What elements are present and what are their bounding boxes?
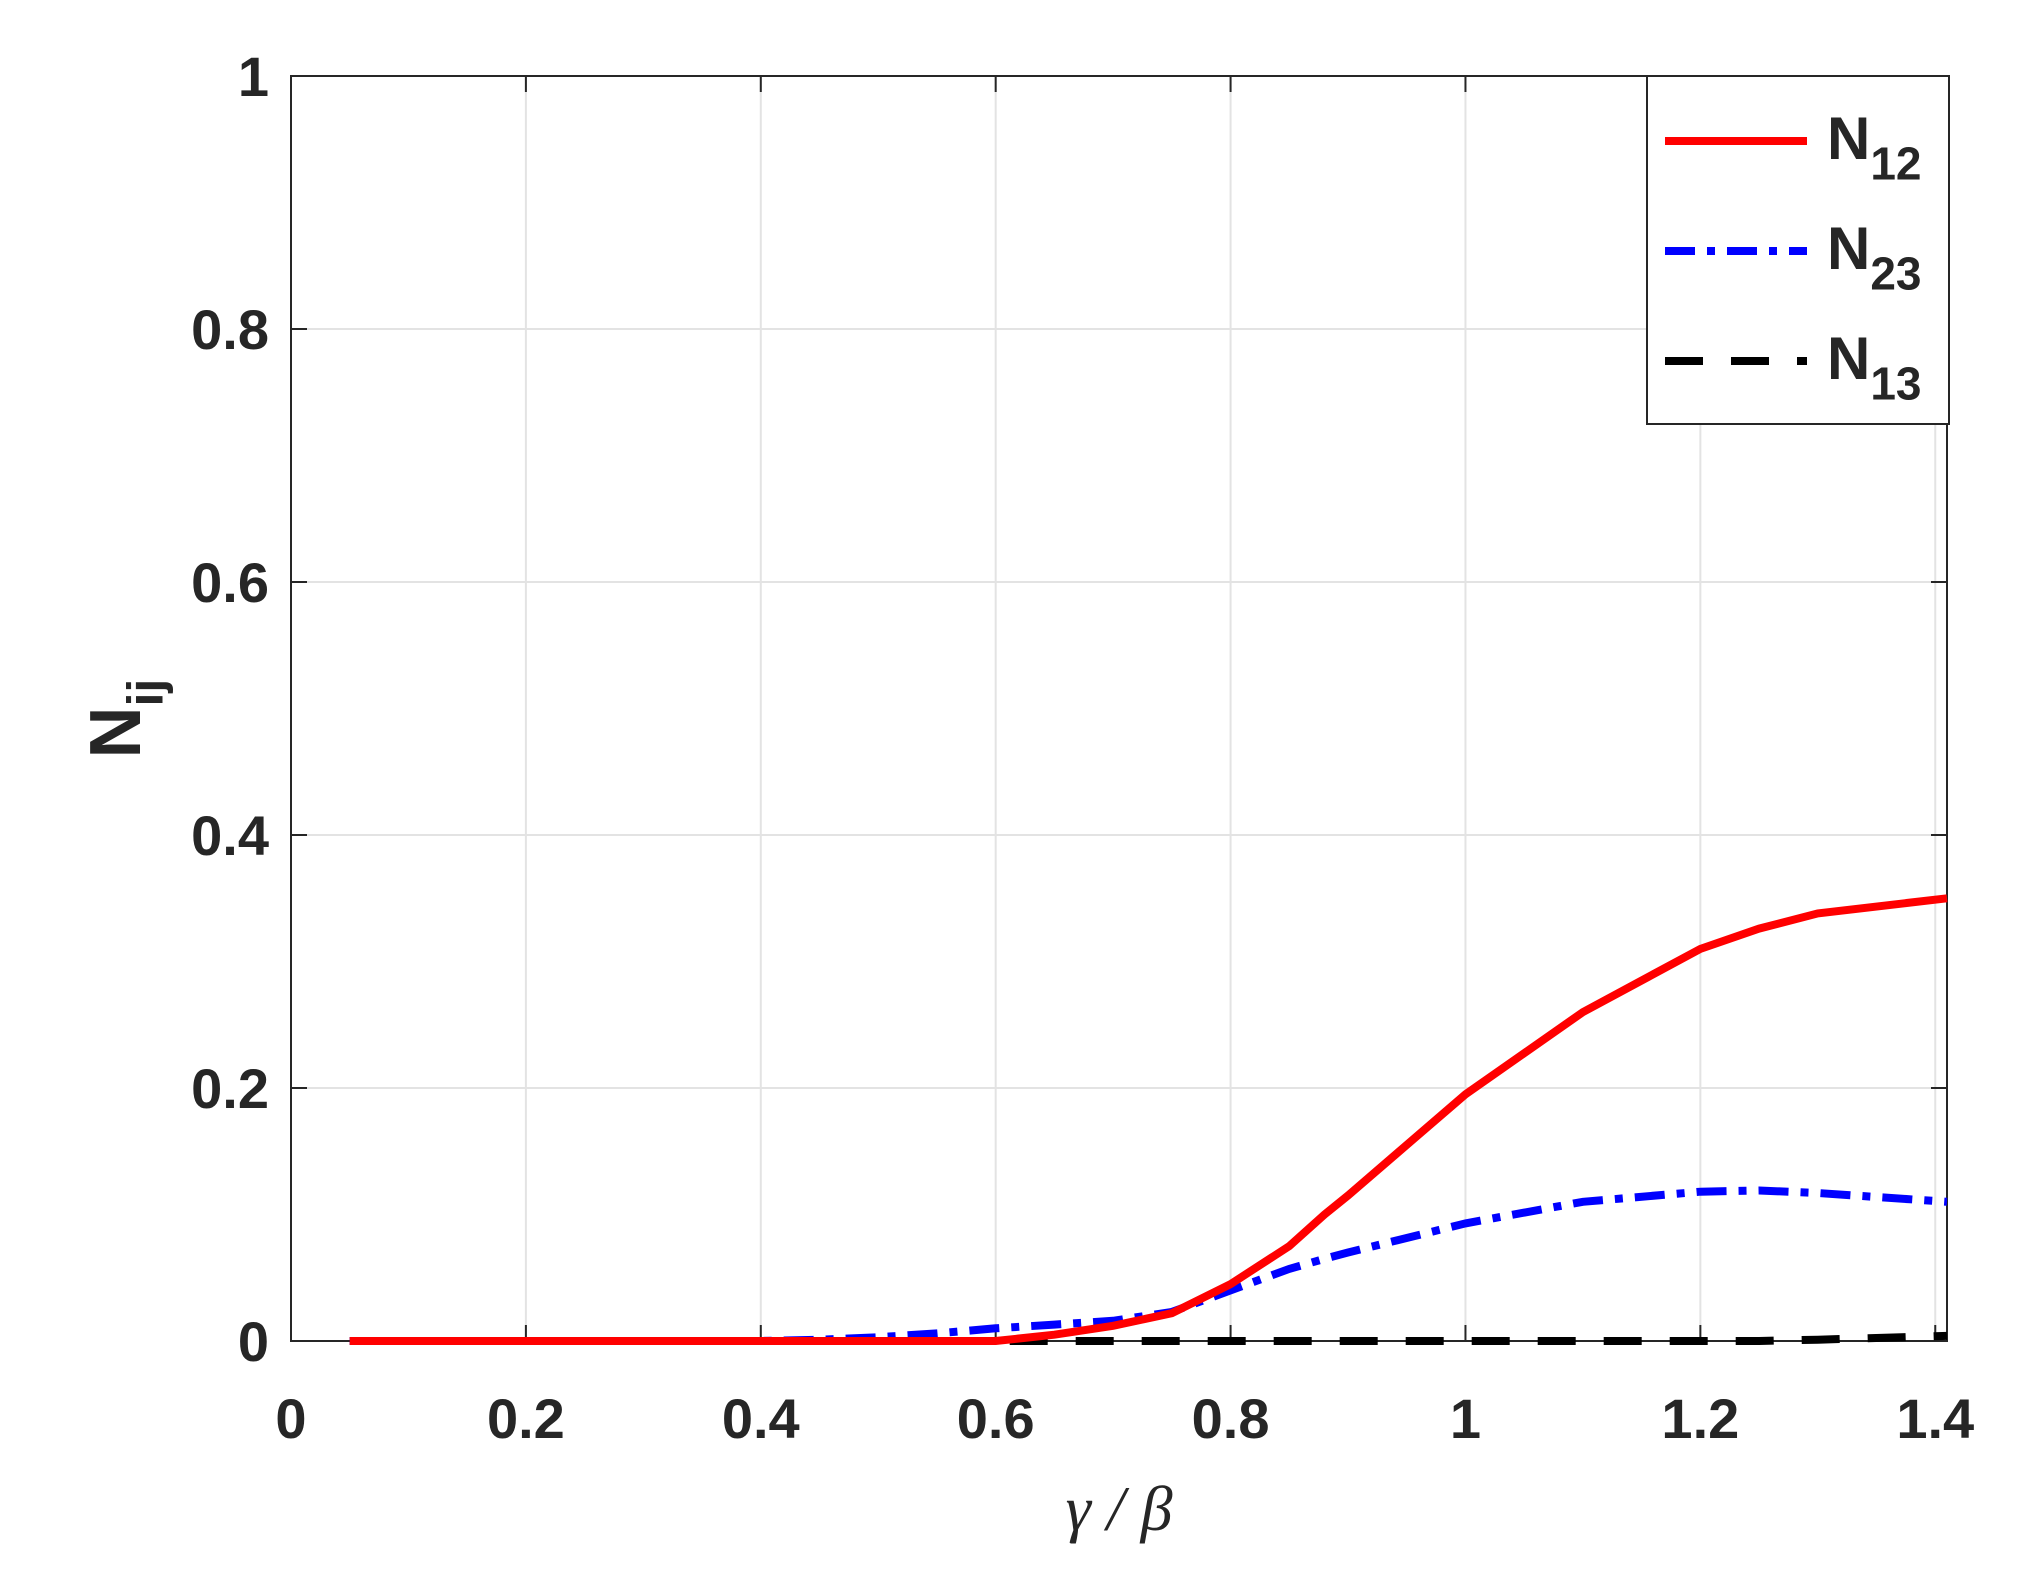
y-tick-label: 0 xyxy=(238,1310,269,1373)
data-line xyxy=(349,894,1948,1345)
x-tick-label: 1.2 xyxy=(1661,1387,1739,1450)
x-tick-label: 0.2 xyxy=(487,1387,565,1450)
x-axis-label: γ / β xyxy=(1066,1473,1173,1544)
x-tick-label: 0.8 xyxy=(1192,1387,1270,1450)
x-tick-label: 0 xyxy=(275,1387,306,1450)
y-tick-label: 0.4 xyxy=(191,804,269,867)
x-tick-label: 0.6 xyxy=(957,1387,1035,1450)
x-tick-label: 1.4 xyxy=(1896,1387,1974,1450)
y-axis-label: Nij xyxy=(76,679,174,759)
legend-label: N12 xyxy=(1827,105,1922,190)
legend-label: N23 xyxy=(1827,215,1922,300)
y-tick-label: 0.6 xyxy=(191,551,269,614)
x-tick-label: 1 xyxy=(1450,1387,1481,1450)
x-tick-label: 0.4 xyxy=(722,1387,800,1450)
y-tick-label: 1 xyxy=(238,45,269,108)
y-tick-label: 0.8 xyxy=(191,298,269,361)
legend-label: N13 xyxy=(1827,325,1922,410)
plot-frame xyxy=(290,75,1948,1342)
y-tick-label: 0.2 xyxy=(191,1057,269,1120)
